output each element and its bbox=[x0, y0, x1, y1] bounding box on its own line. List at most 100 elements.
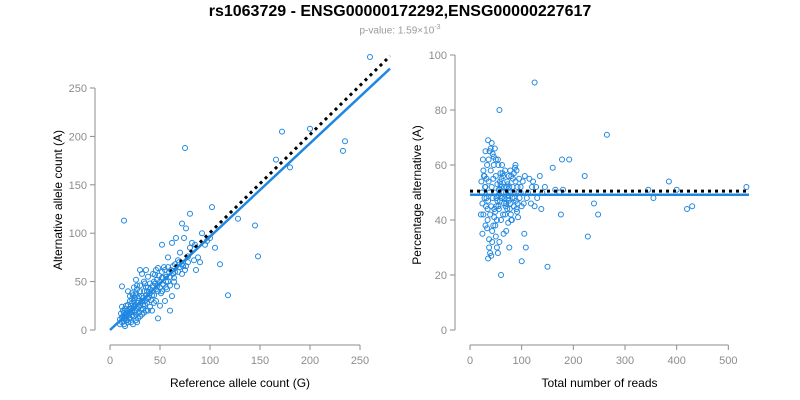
data-point bbox=[557, 211, 564, 218]
data-point bbox=[182, 145, 188, 151]
data-point bbox=[566, 156, 573, 163]
data-point bbox=[279, 128, 285, 135]
data-point bbox=[486, 244, 493, 251]
data-point bbox=[603, 131, 610, 138]
data-point bbox=[235, 215, 241, 222]
data-point bbox=[489, 195, 496, 201]
reference-line bbox=[168, 54, 392, 273]
x-axis-title: Reference allele count (G) bbox=[170, 376, 310, 390]
x-tick-label: 150 bbox=[251, 355, 269, 367]
data-point bbox=[498, 272, 504, 278]
data-point bbox=[149, 292, 155, 299]
x-tick-label: 250 bbox=[351, 355, 369, 367]
data-point bbox=[559, 156, 565, 163]
data-point bbox=[209, 204, 215, 211]
data-point bbox=[171, 278, 177, 285]
data-point bbox=[499, 170, 506, 177]
data-point bbox=[133, 311, 139, 318]
data-point bbox=[513, 206, 520, 212]
x-tick-label: 400 bbox=[667, 355, 685, 367]
data-point bbox=[157, 302, 163, 309]
data-point bbox=[195, 254, 201, 261]
data-point bbox=[121, 217, 127, 224]
data-point bbox=[496, 107, 503, 113]
data-point bbox=[487, 250, 494, 256]
data-point bbox=[689, 203, 696, 210]
data-point bbox=[517, 184, 524, 190]
y-tick-label: 150 bbox=[69, 180, 87, 192]
data-point bbox=[534, 195, 541, 201]
data-point bbox=[529, 184, 535, 190]
data-point bbox=[512, 162, 519, 168]
data-point bbox=[151, 292, 157, 299]
data-point bbox=[179, 270, 185, 277]
y-tick-label: 100 bbox=[69, 228, 87, 240]
data-point bbox=[484, 217, 491, 223]
data-point bbox=[252, 222, 258, 229]
p-value-text: p-value: 1.59×10 bbox=[359, 25, 435, 37]
data-point bbox=[119, 303, 125, 310]
data-point bbox=[189, 239, 195, 246]
data-point bbox=[502, 211, 509, 218]
data-point bbox=[538, 206, 545, 212]
data-point bbox=[124, 311, 130, 318]
data-point bbox=[217, 261, 223, 268]
data-point bbox=[187, 244, 193, 251]
data-point bbox=[508, 217, 515, 223]
data-point bbox=[145, 284, 151, 291]
y-tick-label: 60 bbox=[435, 160, 447, 172]
x-tick-label: 50 bbox=[154, 355, 166, 367]
data-point bbox=[477, 211, 484, 218]
x-tick-label: 300 bbox=[616, 355, 634, 367]
data-point bbox=[174, 283, 180, 290]
data-point bbox=[479, 230, 486, 237]
data-point bbox=[141, 278, 147, 285]
data-point bbox=[482, 148, 489, 155]
right-chart: 0 100 200 300 400 500 0 20 40 60 80 100 Total number… bbox=[410, 50, 750, 390]
data-point bbox=[180, 263, 186, 270]
data-point bbox=[212, 244, 218, 251]
y-tick-label: 20 bbox=[435, 270, 447, 282]
x-axis-title: Total number of reads bbox=[541, 376, 657, 390]
data-point bbox=[130, 321, 136, 328]
data-point bbox=[523, 195, 530, 201]
data-point bbox=[159, 241, 165, 248]
data-point bbox=[507, 167, 514, 174]
data-point bbox=[487, 211, 494, 218]
x-tick-label: 100 bbox=[201, 355, 219, 367]
y-tick-label: 50 bbox=[75, 277, 87, 289]
data-point bbox=[505, 219, 512, 226]
data-point bbox=[119, 283, 125, 290]
p-value-subtitle: p-value: 1.59×10-3 bbox=[0, 24, 800, 36]
data-point bbox=[162, 298, 168, 304]
data-point bbox=[167, 307, 173, 314]
data-point bbox=[171, 274, 177, 281]
data-point bbox=[255, 253, 261, 260]
y-axis-title: Percentage alternative (A) bbox=[410, 125, 424, 264]
data-point bbox=[493, 203, 500, 210]
data-point bbox=[145, 273, 151, 280]
data-point bbox=[505, 173, 512, 179]
data-point bbox=[510, 170, 517, 177]
data-point bbox=[479, 156, 486, 163]
data-point bbox=[144, 299, 150, 306]
data-point bbox=[134, 286, 140, 293]
data-point bbox=[513, 197, 519, 204]
data-point bbox=[487, 145, 494, 152]
data-point bbox=[665, 178, 672, 185]
data-point bbox=[155, 315, 161, 322]
data-point bbox=[484, 225, 491, 232]
data-point bbox=[581, 173, 588, 179]
data-point bbox=[500, 211, 507, 218]
data-point bbox=[531, 79, 538, 86]
data-point bbox=[521, 173, 528, 179]
data-point bbox=[498, 217, 504, 223]
data-point bbox=[492, 233, 499, 240]
y-tick-label: 40 bbox=[435, 215, 447, 227]
data-point bbox=[191, 257, 197, 264]
data-point bbox=[496, 239, 503, 245]
data-point bbox=[480, 211, 487, 218]
data-point bbox=[139, 270, 145, 277]
x-tick-label: 0 bbox=[467, 355, 473, 367]
